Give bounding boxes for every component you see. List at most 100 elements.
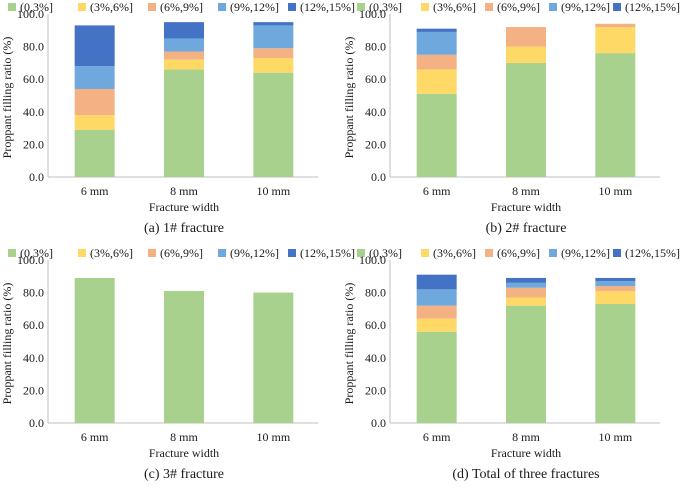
panel-caption: (b) 2# fracture	[486, 221, 567, 236]
panel-caption: (c) 3# fracture	[144, 467, 224, 482]
x-tick-label: 8 mm	[512, 430, 540, 444]
legend-swatch-5	[613, 3, 621, 11]
x-tick-label: 6 mm	[81, 184, 109, 198]
legend-label-2: (3%,6%]	[433, 0, 476, 14]
bar-1-segment-3	[74, 88, 115, 116]
y-tick-label: 60.0	[365, 318, 386, 332]
y-tick-label: 0.0	[29, 170, 44, 184]
legend-swatch-1	[357, 3, 365, 11]
legend-label-4: (9%,12%]	[561, 0, 610, 14]
bar-2-segment-3	[506, 27, 546, 47]
y-tick-label: 0.0	[371, 170, 386, 184]
legend-label-1: (0,3%]	[20, 0, 53, 14]
legend-swatch-4	[218, 249, 226, 257]
y-tick-label: 0.0	[29, 416, 44, 430]
y-axis-title: Proppant filling ratio (%)	[342, 283, 356, 405]
bar-2-segment-2	[506, 46, 546, 63]
y-tick-label: 100.0	[17, 7, 44, 21]
legend-swatch-2	[78, 3, 86, 11]
legend-swatch-2	[421, 3, 429, 11]
legend-swatch-1	[357, 249, 365, 257]
y-tick-label: 80.0	[23, 286, 44, 300]
legend-label-4: (9%,12%]	[230, 0, 279, 14]
bar-1-segment-5	[416, 274, 457, 290]
bar-2-segment-1	[164, 290, 204, 423]
y-tick-label: 80.0	[365, 40, 386, 54]
y-tick-label: 40.0	[23, 105, 44, 119]
x-axis-title: Fracture width	[491, 200, 561, 214]
legend-swatch-4	[218, 3, 226, 11]
y-tick-label: 100.0	[17, 253, 44, 267]
bar-3-segment-1	[595, 304, 636, 423]
legend-swatch-4	[549, 3, 557, 11]
bar-3-segment-4	[595, 281, 636, 287]
bar-2-segment-3	[164, 51, 204, 60]
legend-label-5: (12%,15%]	[625, 246, 680, 260]
bar-3-segment-2	[253, 58, 294, 73]
y-axis-title: Proppant filling ratio (%)	[0, 37, 14, 159]
bar-2-segment-1	[506, 305, 546, 423]
bar-2-segment-1	[506, 62, 546, 177]
legend-swatch-5	[288, 3, 296, 11]
legend-label-5: (12%,15%]	[300, 0, 355, 14]
legend-label-1: (0,3%]	[20, 246, 53, 260]
x-tick-label: 10 mm	[598, 184, 632, 198]
legend-label-4: (9%,12%]	[561, 246, 610, 260]
bar-2-segment-4	[506, 282, 546, 288]
legend-swatch-2	[78, 249, 86, 257]
y-tick-label: 60.0	[23, 72, 44, 86]
bar-3-segment-1	[253, 292, 294, 423]
legend-swatch-3	[485, 249, 493, 257]
legend-label-2: (3%,6%]	[90, 246, 133, 260]
x-axis-title: Fracture width	[149, 446, 219, 460]
y-tick-label: 80.0	[365, 286, 386, 300]
y-tick-label: 20.0	[23, 137, 44, 151]
bar-2-segment-1	[164, 69, 204, 177]
y-tick-label: 20.0	[23, 383, 44, 397]
bar-1-segment-4	[74, 66, 115, 89]
bar-1-segment-1	[74, 129, 115, 177]
bar-2-segment-2	[164, 59, 204, 70]
y-tick-label: 40.0	[23, 351, 44, 365]
bar-1-segment-4	[416, 289, 457, 306]
legend-swatch-3	[485, 3, 493, 11]
y-tick-label: 40.0	[365, 105, 386, 119]
bar-3-segment-3	[595, 286, 636, 291]
legend-swatch-3	[148, 3, 156, 11]
panel-caption: (d) Total of three fractures	[452, 467, 599, 482]
legend-swatch-2	[421, 249, 429, 257]
x-tick-label: 10 mm	[598, 430, 632, 444]
bar-3-segment-3	[253, 48, 294, 59]
bar-2-segment-5	[506, 277, 546, 283]
x-tick-label: 6 mm	[81, 430, 109, 444]
bar-1-segment-3	[416, 305, 457, 319]
legend-swatch-1	[8, 249, 16, 257]
legend-swatch-5	[613, 249, 621, 257]
x-tick-label: 10 mm	[256, 430, 290, 444]
bar-2-segment-4	[164, 38, 204, 52]
x-tick-label: 8 mm	[170, 430, 198, 444]
bar-3-segment-4	[253, 25, 294, 49]
x-axis-title: Fracture width	[491, 446, 561, 460]
x-tick-label: 8 mm	[170, 184, 198, 198]
y-tick-label: 20.0	[365, 137, 386, 151]
x-tick-label: 8 mm	[512, 184, 540, 198]
bar-1-segment-3	[416, 54, 457, 70]
bar-3-segment-1	[595, 53, 636, 178]
bar-3-segment-2	[595, 27, 636, 54]
x-tick-label: 6 mm	[423, 184, 451, 198]
bar-3-segment-3	[595, 23, 636, 28]
bar-1-segment-5	[74, 25, 115, 67]
bar-1-segment-4	[416, 31, 457, 55]
bar-1-segment-1	[74, 277, 115, 423]
bar-1-segment-2	[416, 318, 457, 332]
legend-swatch-3	[148, 249, 156, 257]
y-axis-title: Proppant filling ratio (%)	[0, 283, 14, 405]
bar-2-segment-2	[506, 297, 546, 306]
bar-3-segment-1	[253, 72, 294, 177]
legend-label-3: (6%,9%]	[160, 0, 203, 14]
legend-label-5: (12%,15%]	[300, 246, 355, 260]
bar-3-segment-5	[253, 22, 294, 26]
bar-2-segment-3	[506, 287, 546, 298]
